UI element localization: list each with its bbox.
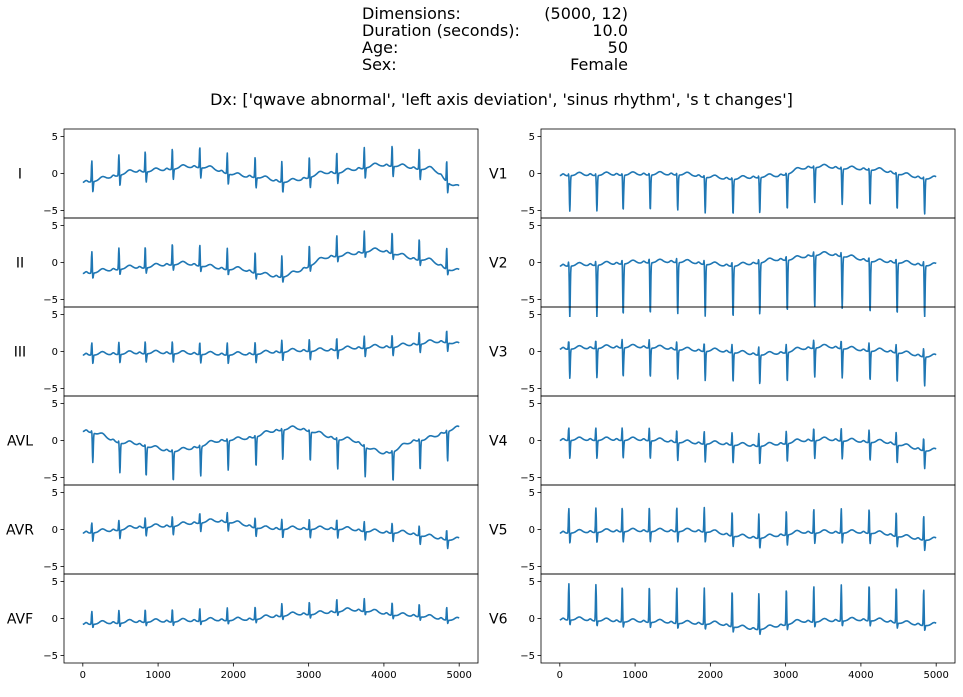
y-tick-label: 0	[52, 614, 58, 625]
y-tick-label: −5	[520, 562, 535, 573]
y-tick-label: −5	[520, 651, 535, 662]
lead-label-avl: AVL	[7, 434, 33, 450]
y-tick-label: 0	[529, 169, 535, 180]
axes-frame	[541, 574, 955, 663]
y-tick-label: −5	[43, 562, 58, 573]
y-tick-label: −5	[520, 295, 535, 306]
x-tick-label: 3000	[296, 670, 321, 681]
y-tick-label: 0	[52, 347, 58, 358]
lead-panel-v3: −5 0 5 V3	[489, 307, 955, 396]
lead-panel-avf: −5 0 5 AVF 0 1000 2000 3000 4000 5000	[7, 574, 478, 681]
y-tick-label: 0	[529, 614, 535, 625]
x-tick-label: 0	[80, 670, 86, 681]
y-tick-label: 5	[52, 488, 58, 499]
lead-label-v6: V6	[489, 612, 508, 628]
y-tick-label: 0	[52, 525, 58, 536]
lead-label-ii: II	[16, 256, 24, 272]
ecg-trace-avr	[83, 513, 459, 549]
y-tick-label: −5	[43, 384, 58, 395]
ecg-trace-v2	[560, 252, 936, 318]
lead-label-iii: III	[14, 345, 26, 361]
x-tick-label: 0	[557, 670, 563, 681]
y-tick-label: 5	[529, 399, 535, 410]
ecg-trace-avl	[83, 426, 459, 480]
y-tick-label: 5	[529, 488, 535, 499]
lead-panel-v5: −5 0 5 V5	[489, 485, 955, 574]
lead-label-i: I	[18, 167, 22, 183]
ecg-trace-iii	[83, 331, 459, 363]
lead-panel-v6: −5 0 5 V6 0 1000 2000 3000 4000 5000	[489, 574, 955, 681]
y-tick-label: 0	[529, 436, 535, 447]
lead-label-v4: V4	[489, 434, 508, 450]
lead-label-v3: V3	[489, 345, 507, 361]
lead-panel-iii: −5 0 5 III	[14, 307, 478, 396]
ecg-trace-v5	[560, 508, 936, 551]
lead-panel-v4: −5 0 5 V4	[489, 396, 955, 485]
y-tick-label: 5	[529, 132, 535, 143]
x-tick-label: 1000	[622, 670, 647, 681]
x-tick-label: 4000	[371, 670, 396, 681]
y-tick-label: 5	[52, 310, 58, 321]
y-tick-label: −5	[520, 384, 535, 395]
axes-frame	[541, 485, 955, 574]
y-tick-label: −5	[520, 206, 535, 217]
lead-panel-v1: −5 0 5 V1	[489, 129, 955, 218]
lead-label-v5: V5	[489, 523, 507, 539]
axes-frame	[541, 396, 955, 485]
lead-panel-avl: −5 0 5 AVL	[7, 396, 478, 485]
ecg-trace-i	[83, 147, 459, 193]
y-tick-label: 5	[529, 310, 535, 321]
y-tick-label: 0	[529, 525, 535, 536]
y-tick-label: 5	[52, 132, 58, 143]
lead-label-avf: AVF	[7, 612, 33, 628]
axes-frame	[64, 574, 478, 663]
x-tick-label: 5000	[446, 670, 471, 681]
y-tick-label: 0	[52, 169, 58, 180]
y-tick-label: 0	[52, 436, 58, 447]
lead-panel-ii: −5 0 5 II	[16, 218, 478, 307]
y-tick-label: 0	[529, 258, 535, 269]
y-tick-label: −5	[43, 295, 58, 306]
y-tick-label: 5	[529, 577, 535, 588]
ecg-trace-v4	[560, 428, 936, 469]
lead-panel-v2: −5 0 5 V2	[489, 218, 955, 318]
axes-frame	[64, 129, 478, 218]
x-tick-label: 1000	[145, 670, 170, 681]
lead-panel-i: −5 0 5 I	[18, 129, 478, 218]
y-tick-label: −5	[43, 651, 58, 662]
y-tick-label: 0	[529, 347, 535, 358]
y-tick-label: 5	[52, 399, 58, 410]
y-tick-label: 5	[529, 221, 535, 232]
lead-panel-avr: −5 0 5 AVR	[6, 485, 478, 574]
lead-label-v1: V1	[489, 167, 507, 183]
y-tick-label: 0	[52, 258, 58, 269]
y-tick-label: −5	[43, 473, 58, 484]
x-tick-label: 4000	[848, 670, 873, 681]
x-tick-label: 3000	[773, 670, 798, 681]
axes-frame	[64, 307, 478, 396]
ecg-trace-ii	[83, 231, 459, 282]
x-tick-label: 5000	[923, 670, 948, 681]
x-tick-label: 2000	[698, 670, 723, 681]
ecg-trace-avf	[83, 599, 459, 628]
y-tick-label: 5	[52, 577, 58, 588]
ecg-trace-v1	[560, 164, 936, 214]
y-tick-label: 5	[52, 221, 58, 232]
ecg-trace-v6	[560, 584, 936, 635]
lead-label-avr: AVR	[6, 523, 34, 539]
y-tick-label: −5	[43, 206, 58, 217]
x-tick-label: 2000	[221, 670, 246, 681]
y-tick-label: −5	[520, 473, 535, 484]
ecg-trace-v3	[560, 340, 936, 386]
axes-frame	[64, 218, 478, 307]
lead-label-v2: V2	[489, 256, 507, 272]
